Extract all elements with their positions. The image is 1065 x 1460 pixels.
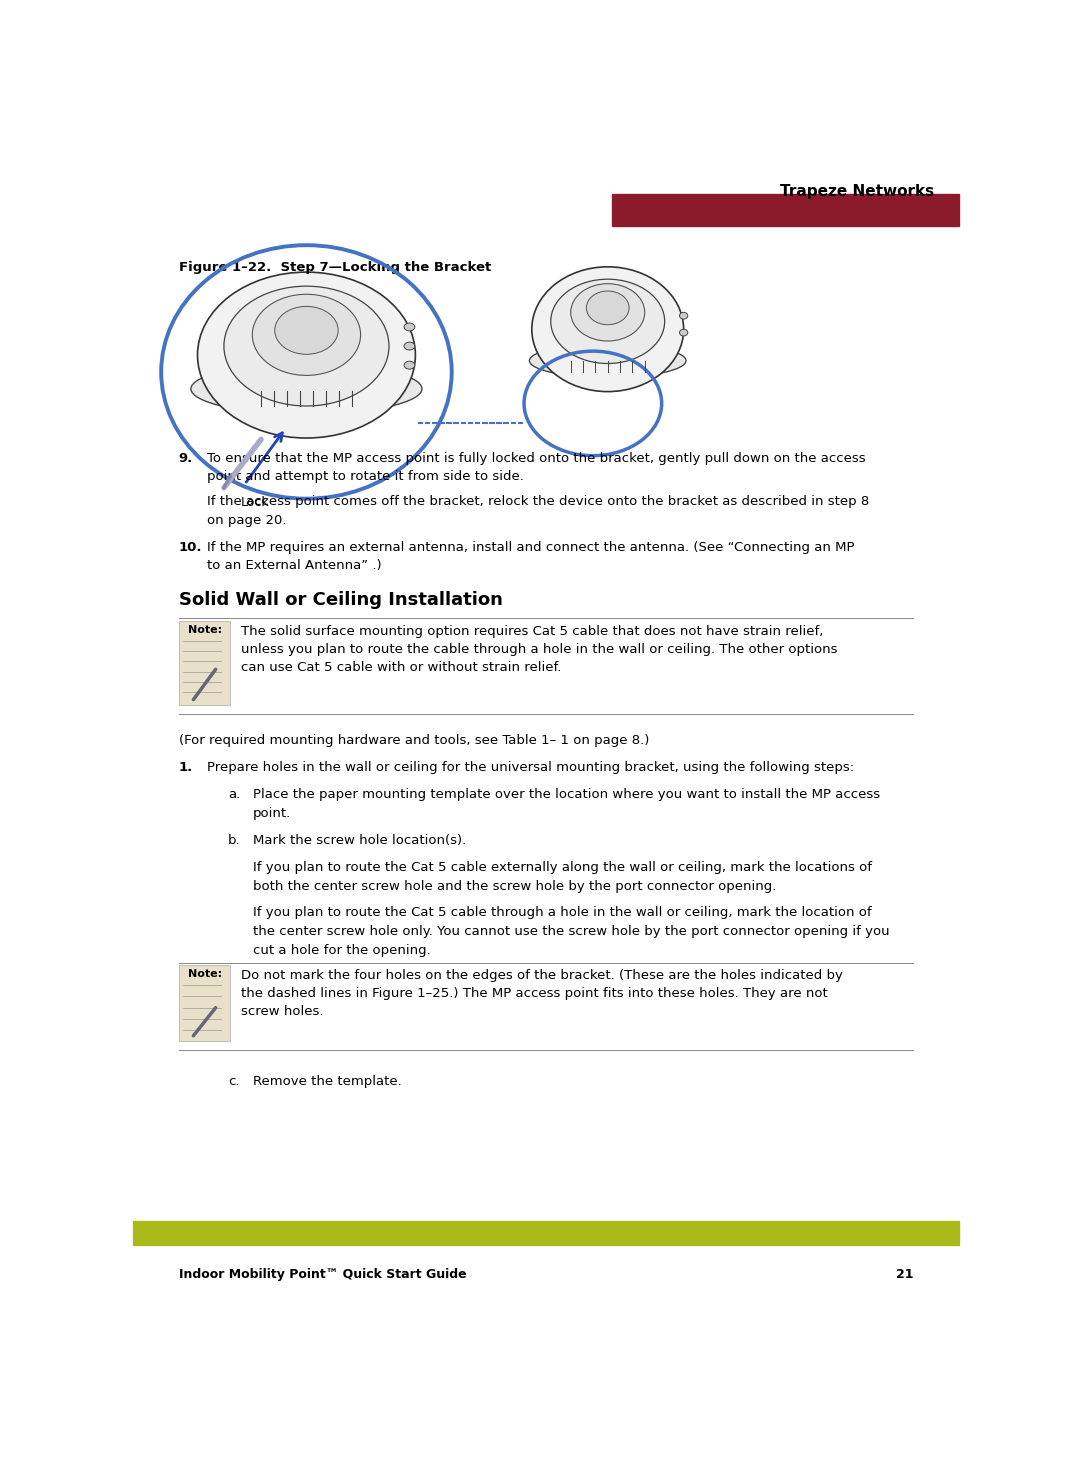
Ellipse shape (587, 291, 629, 324)
Text: If the access point comes off the bracket, relock the device onto the bracket as: If the access point comes off the bracke… (208, 495, 870, 508)
Text: If you plan to route the Cat 5 cable externally along the wall or ceiling, mark : If you plan to route the Cat 5 cable ext… (252, 861, 872, 875)
Ellipse shape (404, 361, 415, 369)
Text: c.: c. (228, 1075, 240, 1088)
Text: 1.: 1. (179, 762, 193, 774)
Text: b.: b. (228, 834, 241, 847)
Text: Solid Wall or Ceiling Installation: Solid Wall or Ceiling Installation (179, 591, 503, 609)
Ellipse shape (191, 364, 422, 415)
Ellipse shape (679, 328, 688, 336)
Text: on page 20.: on page 20. (208, 514, 286, 527)
Text: 10.: 10. (179, 540, 202, 553)
Ellipse shape (197, 272, 415, 438)
Ellipse shape (275, 307, 339, 355)
Text: to an External Antenna” .): to an External Antenna” .) (208, 559, 382, 572)
Ellipse shape (531, 267, 684, 391)
Bar (611, 194, 958, 226)
Text: a.: a. (228, 788, 241, 802)
Text: The solid surface mounting option requires Cat 5 cable that does not have strain: The solid surface mounting option requir… (242, 625, 838, 675)
Ellipse shape (252, 295, 361, 375)
Ellipse shape (551, 279, 665, 364)
Text: 21: 21 (896, 1269, 913, 1282)
Text: Do not mark the four holes on the edges of the bracket. (These are the holes ind: Do not mark the four holes on the edges … (242, 969, 843, 1019)
Text: cut a hole for the opening.: cut a hole for the opening. (252, 943, 430, 956)
Text: Prepare holes in the wall or ceiling for the universal mounting bracket, using t: Prepare holes in the wall or ceiling for… (208, 762, 854, 774)
Bar (179, 620, 230, 705)
Text: Indoor Mobility Point™ Quick Start Guide: Indoor Mobility Point™ Quick Start Guide (179, 1269, 466, 1282)
Text: Note:: Note: (189, 625, 223, 635)
Text: Remove the template.: Remove the template. (252, 1075, 402, 1088)
Text: Mark the screw hole location(s).: Mark the screw hole location(s). (252, 834, 466, 847)
Bar (133, 1221, 958, 1245)
Ellipse shape (404, 342, 415, 350)
Ellipse shape (224, 286, 389, 406)
Text: (For required mounting hardware and tools, see Table 1– 1 on page 8.): (For required mounting hardware and tool… (179, 734, 649, 748)
Text: point.: point. (252, 807, 291, 821)
Text: both the center screw hole and the screw hole by the port connector opening.: both the center screw hole and the screw… (252, 879, 776, 892)
Text: the center screw hole only. You cannot use the screw hole by the port connector : the center screw hole only. You cannot u… (252, 926, 889, 937)
Text: Trapeze Networks: Trapeze Networks (780, 184, 934, 200)
Ellipse shape (679, 312, 688, 320)
Text: Lock: Lock (241, 495, 269, 508)
Ellipse shape (529, 343, 686, 378)
Text: Note:: Note: (189, 969, 223, 980)
Ellipse shape (571, 283, 644, 342)
Ellipse shape (404, 323, 415, 331)
Text: If you plan to route the Cat 5 cable through a hole in the wall or ceiling, mark: If you plan to route the Cat 5 cable thr… (252, 907, 871, 920)
Text: 9.: 9. (179, 451, 193, 464)
Text: Place the paper mounting template over the location where you want to install th: Place the paper mounting template over t… (252, 788, 880, 802)
Text: To ensure that the MP access point is fully locked onto the bracket, gently pull: To ensure that the MP access point is fu… (208, 451, 866, 464)
Text: point and attempt to rotate it from side to side.: point and attempt to rotate it from side… (208, 470, 524, 483)
Bar (179, 965, 230, 1041)
Text: If the MP requires an external antenna, install and connect the antenna. (See “C: If the MP requires an external antenna, … (208, 540, 855, 553)
Text: Figure 1–22.  Step 7—Locking the Bracket: Figure 1–22. Step 7—Locking the Bracket (179, 261, 491, 273)
